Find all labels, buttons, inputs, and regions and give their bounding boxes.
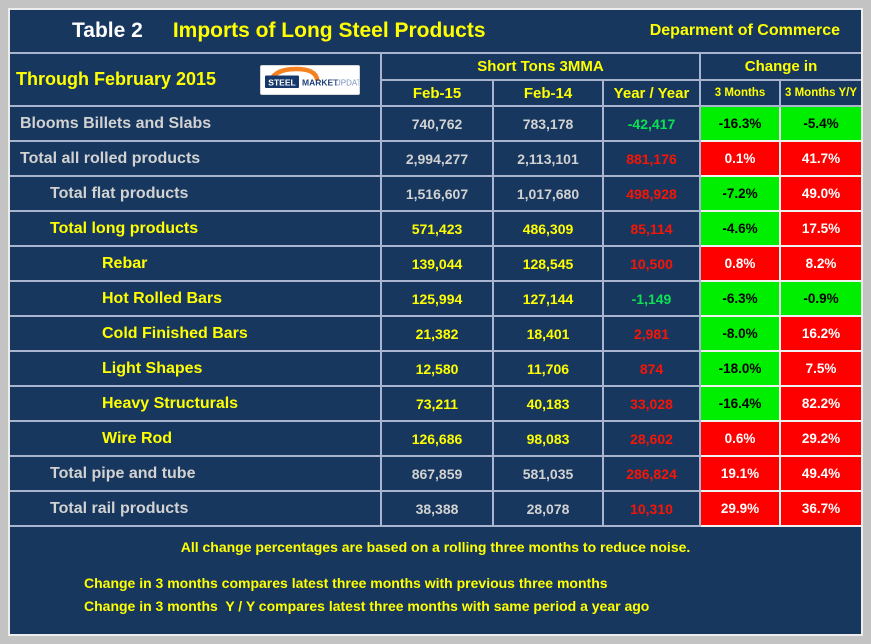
cell-feb15: 139,044: [382, 247, 494, 282]
cell-year-over-year: 2,981: [604, 317, 701, 352]
period-cell: Through February 2015 STEEL MARKET UPDAT…: [10, 54, 382, 107]
cell-change-3m-yy: 17.5%: [781, 212, 861, 247]
cell-year-over-year: 10,310: [604, 492, 701, 527]
row-label: Total all rolled products: [10, 142, 382, 177]
cell-change-3m-yy: 8.2%: [781, 247, 861, 282]
cell-feb14: 98,083: [494, 422, 604, 457]
cell-year-over-year: 10,500: [604, 247, 701, 282]
cell-feb14: 783,178: [494, 107, 604, 142]
cell-feb15: 38,388: [382, 492, 494, 527]
footnotes: All change percentages are based on a ro…: [10, 527, 861, 634]
cell-year-over-year: 33,028: [604, 387, 701, 422]
cell-feb14: 28,078: [494, 492, 604, 527]
steel-market-update-logo: STEEL MARKET UPDATE: [261, 65, 367, 94]
row-label: Total pipe and tube: [10, 457, 382, 492]
cell-feb14: 581,035: [494, 457, 604, 492]
row-label: Total long products: [10, 212, 382, 247]
cell-change-3m: -16.3%: [701, 107, 781, 142]
logo-swoosh-icon: STEEL MARKET UPDATE: [265, 66, 367, 88]
cell-change-3m-yy: 82.2%: [781, 387, 861, 422]
row-label: Total flat products: [10, 177, 382, 212]
cell-feb14: 127,144: [494, 282, 604, 317]
cell-year-over-year: 28,602: [604, 422, 701, 457]
row-label: Total rail products: [10, 492, 382, 527]
footnote-block: Change in 3 months compares latest three…: [10, 572, 861, 618]
cell-feb15: 126,686: [382, 422, 494, 457]
row-label: Light Shapes: [10, 352, 382, 387]
cell-change-3m: 19.1%: [701, 457, 781, 492]
source-label: Deparment of Commerce: [649, 22, 840, 39]
cell-feb14: 18,401: [494, 317, 604, 352]
cell-change-3m-yy: 41.7%: [781, 142, 861, 177]
column-header-feb15: Feb-15: [382, 81, 494, 107]
cell-change-3m-yy: -0.9%: [781, 282, 861, 317]
cell-change-3m: 29.9%: [701, 492, 781, 527]
cell-change-3m-yy: 16.2%: [781, 317, 861, 352]
cell-feb15: 571,423: [382, 212, 494, 247]
cell-feb14: 486,309: [494, 212, 604, 247]
cell-change-3m: 0.1%: [701, 142, 781, 177]
cell-change-3m-yy: 49.0%: [781, 177, 861, 212]
page-title: Imports of Long Steel Products: [172, 19, 486, 42]
cell-feb15: 1,516,607: [382, 177, 494, 212]
footnote-change-3-months: Change in 3 months compares latest three…: [84, 575, 608, 591]
column-header-feb14: Feb-14: [494, 81, 604, 107]
cell-change-3m-yy: 49.4%: [781, 457, 861, 492]
cell-year-over-year: 881,176: [604, 142, 701, 177]
cell-feb15: 12,580: [382, 352, 494, 387]
period-label: Through February 2015: [16, 69, 217, 89]
table-number-label: Table 2: [72, 19, 143, 42]
row-label: Cold Finished Bars: [10, 317, 382, 352]
column-group-change-in: Change in: [701, 54, 861, 81]
cell-year-over-year: 286,824: [604, 457, 701, 492]
cell-feb14: 2,113,101: [494, 142, 604, 177]
column-header-3-months: 3 Months: [701, 81, 781, 107]
cell-feb15: 73,211: [382, 387, 494, 422]
svg-text:STEEL: STEEL: [268, 77, 295, 87]
svg-text:MARKET: MARKET: [302, 77, 339, 87]
cell-feb14: 11,706: [494, 352, 604, 387]
title-bar: Table 2 Imports of Long Steel Products D…: [10, 10, 861, 54]
svg-text:UPDATE: UPDATE: [335, 78, 359, 87]
footnote-change-3-months-yy: Change in 3 months Y / Y compares latest…: [84, 598, 650, 614]
row-label: Heavy Structurals: [10, 387, 382, 422]
imports-table: Table 2 Imports of Long Steel Products D…: [8, 8, 863, 636]
cell-feb14: 1,017,680: [494, 177, 604, 212]
cell-change-3m-yy: 36.7%: [781, 492, 861, 527]
cell-change-3m: -4.6%: [701, 212, 781, 247]
cell-feb15: 21,382: [382, 317, 494, 352]
column-header-year-over-year: Year / Year: [604, 81, 701, 107]
cell-change-3m: -6.3%: [701, 282, 781, 317]
cell-change-3m-yy: -5.4%: [781, 107, 861, 142]
cell-change-3m-yy: 29.2%: [781, 422, 861, 457]
cell-change-3m: 0.8%: [701, 247, 781, 282]
cell-change-3m: -16.4%: [701, 387, 781, 422]
cell-change-3m: -18.0%: [701, 352, 781, 387]
cell-feb14: 40,183: [494, 387, 604, 422]
cell-change-3m-yy: 7.5%: [781, 352, 861, 387]
row-label: Blooms Billets and Slabs: [10, 107, 382, 142]
footnote-rolling-three-months: All change percentages are based on a ro…: [180, 539, 691, 555]
cell-year-over-year: 498,928: [604, 177, 701, 212]
cell-change-3m: -7.2%: [701, 177, 781, 212]
cell-feb15: 740,762: [382, 107, 494, 142]
cell-change-3m: 0.6%: [701, 422, 781, 457]
cell-feb15: 2,994,277: [382, 142, 494, 177]
cell-year-over-year: -1,149: [604, 282, 701, 317]
column-group-short-tons: Short Tons 3MMA: [382, 54, 701, 81]
cell-feb15: 867,859: [382, 457, 494, 492]
cell-year-over-year: 85,114: [604, 212, 701, 247]
row-label: Hot Rolled Bars: [10, 282, 382, 317]
cell-feb14: 128,545: [494, 247, 604, 282]
row-label: Rebar: [10, 247, 382, 282]
cell-feb15: 125,994: [382, 282, 494, 317]
row-label: Wire Rod: [10, 422, 382, 457]
cell-year-over-year: -42,417: [604, 107, 701, 142]
cell-change-3m: -8.0%: [701, 317, 781, 352]
column-header-3-months-yy: 3 Months Y/Y: [781, 81, 861, 107]
cell-year-over-year: 874: [604, 352, 701, 387]
